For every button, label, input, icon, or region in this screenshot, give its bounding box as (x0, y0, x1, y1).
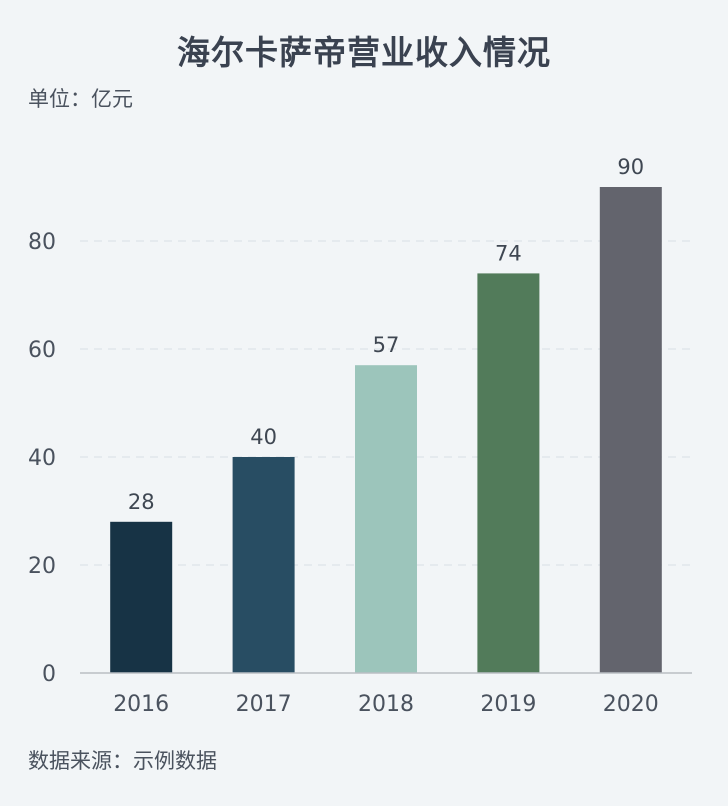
unit-label: 单位：亿元 (28, 87, 133, 111)
bar-2017 (232, 457, 295, 673)
data-label-2018: 57 (373, 333, 400, 357)
bar-2019 (477, 273, 540, 673)
data-label-2016: 28 (128, 490, 155, 514)
bar-2016 (110, 521, 173, 673)
bar-2020 (599, 187, 662, 673)
data-source: 数据来源：示例数据 (28, 749, 217, 773)
x-tick-label-2018: 2018 (358, 692, 414, 717)
grid-lines (80, 240, 692, 566)
y-tick-label: 20 (28, 554, 56, 579)
x-tick-label-2017: 2017 (236, 692, 292, 717)
x-axis-ticks: 2016 2017 2018 2019 2020 (113, 692, 659, 717)
bar-2018 (355, 365, 417, 673)
y-tick-label: 40 (28, 446, 56, 471)
y-axis-ticks: 0 20 40 60 80 (28, 230, 56, 687)
chart-title: 海尔卡萨帝营业收入情况 (177, 33, 551, 72)
y-tick-label: 0 (42, 662, 56, 687)
data-label-2019: 74 (495, 241, 522, 265)
bars (110, 187, 662, 673)
x-tick-label-2020: 2020 (603, 692, 659, 717)
data-labels: 28 40 57 74 90 (128, 155, 644, 514)
data-label-2017: 40 (250, 425, 277, 449)
x-tick-label-2019: 2019 (480, 692, 536, 717)
y-tick-label: 60 (28, 338, 56, 363)
data-label-2020: 90 (617, 155, 644, 179)
y-tick-label: 80 (28, 230, 56, 255)
x-tick-label-2016: 2016 (113, 692, 169, 717)
